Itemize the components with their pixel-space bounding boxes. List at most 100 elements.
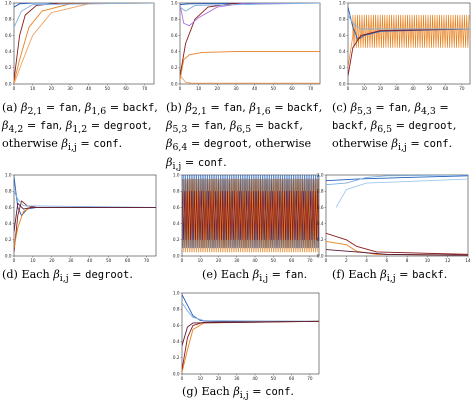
x-tick-label: 0 [347, 86, 350, 91]
x-tick-label: 50 [271, 258, 277, 263]
chart-b: 0 10 20 30 40 50 60 70 0.0 0.2 0.4 0.6 0.8 1.0 [171, 0, 321, 91]
series-line-3 [182, 320, 319, 373]
series-line-0 [14, 176, 156, 216]
x-tick-label: 30 [67, 86, 73, 91]
y-tick-label: 0.0 [171, 81, 178, 86]
y-tick-label: 0.8 [5, 189, 12, 194]
plot-frame [13, 2, 155, 85]
y-tick-label: 0.6 [317, 205, 324, 210]
series-line-1 [14, 200, 156, 252]
series-line-2 [182, 190, 319, 241]
x-tick-label: 50 [427, 86, 433, 91]
x-tick-label: 10 [196, 86, 202, 91]
series-line-2 [14, 206, 156, 248]
chart-a: 0 10 20 30 40 50 60 70 0.0 0.2 0.4 0.6 0.8 1.0 [5, 0, 155, 91]
series-line-3 [14, 191, 156, 208]
y-tick-label: 1.0 [173, 172, 180, 177]
series-line-5 [180, 75, 320, 84]
series-line-4 [180, 51, 320, 81]
y-tick-label: 0.6 [5, 33, 12, 38]
x-tick-label: 50 [105, 86, 111, 91]
y-tick-label: 0.8 [173, 307, 180, 312]
x-tick-label: 4 [365, 258, 368, 263]
caption-g: (g) Each βi,j = conf. [182, 385, 294, 402]
y-tick-label: 1.0 [5, 0, 12, 5]
y-tick-label: 0.6 [5, 205, 12, 210]
y-tick-label: 0.2 [5, 65, 12, 70]
y-tick-label: 0.4 [173, 339, 180, 344]
x-tick-label: 60 [125, 258, 131, 263]
series-line-1 [326, 175, 468, 186]
x-tick-label: 20 [49, 258, 55, 263]
panel-d: 0 10 20 30 40 50 60 70 0.0 0.2 0.4 0.6 0.8 1.0 [0, 172, 160, 264]
series-line-2 [180, 3, 320, 27]
x-tick-label: 8 [406, 258, 409, 263]
panel-c: 0 10 20 30 40 50 60 70 0.0 0.2 0.4 0.6 0.8 1.0 [334, 0, 474, 92]
series-line-1 [182, 302, 319, 322]
x-tick-label: 10 [30, 258, 36, 263]
y-tick-label: 0.4 [171, 49, 178, 54]
caption-e: (e) Each βi,j = fan. [202, 268, 308, 285]
x-tick-label: 40 [252, 376, 258, 381]
plot-frame [347, 2, 471, 85]
x-tick-label: 60 [289, 258, 295, 263]
series-line-3 [348, 14, 470, 30]
panel-a: 0 10 20 30 40 50 60 70 0.0 0.2 0.4 0.6 0.8 1.0 [0, 0, 158, 92]
x-tick-label: 10 [198, 258, 204, 263]
y-tick-label: 0.8 [317, 189, 324, 194]
series-line-3 [180, 3, 320, 12]
x-tick-label: 70 [308, 86, 314, 91]
chart-c: 0 10 20 30 40 50 60 70 0.0 0.2 0.4 0.6 0.8 1.0 [339, 0, 471, 91]
y-tick-label: 0.8 [339, 17, 346, 22]
y-tick-label: 0.4 [173, 221, 180, 226]
x-tick-label: 70 [459, 86, 465, 91]
y-tick-label: 0.2 [339, 65, 346, 70]
y-tick-label: 0.0 [339, 81, 346, 86]
y-tick-label: 0.8 [171, 17, 178, 22]
x-tick-label: 40 [252, 86, 258, 91]
x-tick-label: 30 [234, 376, 240, 381]
caption-a: (a) β2,1 = fan, β1,6 = backf, β4,2 = fan… [2, 101, 158, 154]
x-tick-label: 60 [289, 376, 295, 381]
panel-e: 0 10 20 30 40 50 60 70 0.0 0.2 0.4 0.6 0.8 1.0 [168, 172, 323, 264]
series-group [14, 3, 154, 84]
x-tick-label: 60 [443, 86, 449, 91]
series-line-2 [335, 178, 468, 208]
x-tick-label: 10 [425, 258, 431, 263]
y-tick-label: 0.0 [173, 253, 180, 258]
y-tick-label: 1.0 [171, 0, 178, 5]
x-tick-label: 2 [345, 258, 348, 263]
y-tick-label: 1.0 [339, 0, 346, 5]
y-tick-label: 0.8 [5, 17, 12, 22]
plot-frame [181, 174, 320, 257]
x-tick-label: 60 [289, 86, 295, 91]
y-tick-label: 1.0 [5, 172, 12, 177]
x-tick-label: 50 [271, 86, 277, 91]
y-tick-label: 0.0 [5, 253, 12, 258]
x-tick-label: 0 [179, 86, 182, 91]
panel-b: 0 10 20 30 40 50 60 70 0.0 0.2 0.4 0.6 0.8 1.0 [166, 0, 324, 92]
x-tick-label: 30 [233, 86, 239, 91]
x-tick-label: 20 [216, 258, 222, 263]
x-tick-label: 60 [123, 86, 129, 91]
x-tick-label: 40 [252, 258, 258, 263]
x-tick-label: 0 [181, 258, 184, 263]
x-tick-label: 50 [106, 258, 112, 263]
series-line-2 [182, 320, 319, 371]
x-tick-label: 10 [30, 86, 36, 91]
series-line-1 [348, 6, 470, 40]
y-tick-label: 0.0 [317, 253, 324, 258]
y-tick-label: 0.6 [171, 33, 178, 38]
panel-g: 0 10 20 30 40 50 60 70 0.0 0.2 0.4 0.6 0.8 1.0 [168, 290, 323, 382]
x-tick-label: 20 [49, 86, 55, 91]
y-tick-label: 0.4 [317, 221, 324, 226]
caption-f: (f) Each βi,j = backf. [332, 268, 448, 285]
x-tick-label: 20 [216, 376, 222, 381]
series-line-4 [14, 202, 156, 232]
y-tick-label: 0.2 [173, 237, 180, 242]
y-tick-label: 0.4 [339, 49, 346, 54]
x-tick-label: 6 [386, 258, 389, 263]
y-tick-label: 1.0 [173, 290, 180, 295]
y-tick-label: 0.6 [173, 205, 180, 210]
series-group [326, 175, 468, 256]
